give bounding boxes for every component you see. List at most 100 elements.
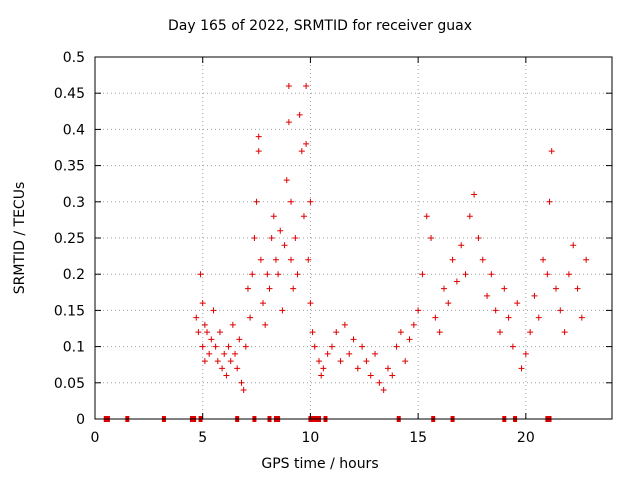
data-point bbox=[251, 235, 258, 241]
y-tick-label: 0.5 bbox=[63, 50, 85, 66]
data-point bbox=[432, 314, 439, 321]
y-tick-label: 0.1 bbox=[63, 340, 85, 356]
data-point bbox=[514, 300, 521, 307]
y-tick-label: 0.25 bbox=[54, 231, 85, 247]
data-point bbox=[552, 285, 559, 292]
y-tick-label: 0.15 bbox=[54, 303, 85, 319]
y-tick-label: 0.45 bbox=[54, 86, 85, 102]
data-point bbox=[570, 242, 577, 249]
data-point bbox=[354, 365, 361, 372]
data-point bbox=[219, 365, 226, 372]
data-point bbox=[518, 365, 525, 372]
data-point bbox=[255, 133, 262, 140]
data-point bbox=[236, 336, 243, 343]
data-point bbox=[288, 198, 295, 205]
data-point bbox=[232, 350, 239, 357]
data-point bbox=[540, 256, 547, 263]
data-point bbox=[423, 213, 430, 220]
data-point bbox=[445, 300, 452, 307]
data-point bbox=[393, 343, 400, 350]
y-tick-label: 0.3 bbox=[63, 195, 85, 211]
data-point bbox=[266, 285, 273, 292]
data-point bbox=[333, 329, 340, 336]
data-point bbox=[527, 329, 534, 336]
data-point bbox=[285, 119, 292, 126]
data-point bbox=[535, 314, 542, 321]
data-point bbox=[227, 358, 234, 365]
data-point bbox=[316, 358, 323, 365]
data-point bbox=[240, 387, 247, 394]
data-point bbox=[277, 227, 284, 234]
data-point bbox=[268, 235, 275, 241]
data-point bbox=[376, 379, 383, 386]
data-point bbox=[380, 387, 387, 394]
data-point bbox=[484, 292, 491, 299]
data-point bbox=[197, 271, 204, 278]
chart-title: Day 165 of 2022, SRMTID for receiver gua… bbox=[167, 18, 473, 34]
data-point bbox=[501, 285, 508, 292]
data-point bbox=[303, 140, 310, 147]
y-tick-label: 0.35 bbox=[54, 159, 85, 175]
plot-frame bbox=[94, 56, 613, 420]
data-point bbox=[242, 343, 249, 350]
x-tick-label: 15 bbox=[409, 430, 427, 446]
data-point bbox=[557, 307, 564, 314]
data-point bbox=[488, 271, 495, 278]
data-point bbox=[531, 292, 538, 299]
data-point bbox=[509, 343, 516, 350]
data-point bbox=[225, 343, 232, 350]
data-point bbox=[255, 148, 262, 155]
data-point bbox=[544, 271, 551, 278]
data-point bbox=[281, 242, 288, 249]
data-point bbox=[234, 365, 241, 372]
data-point bbox=[522, 350, 529, 357]
data-point bbox=[406, 336, 413, 343]
data-point bbox=[270, 213, 277, 220]
data-point bbox=[324, 350, 331, 357]
data-point bbox=[453, 278, 460, 285]
data-point bbox=[216, 329, 223, 336]
data-point bbox=[440, 285, 447, 292]
data-point bbox=[193, 314, 200, 321]
data-point bbox=[296, 111, 303, 118]
data-point bbox=[264, 271, 271, 278]
data-point bbox=[257, 256, 264, 263]
data-point bbox=[372, 350, 379, 357]
data-point bbox=[471, 191, 478, 198]
data-point bbox=[458, 242, 465, 249]
data-point bbox=[546, 198, 553, 205]
data-point bbox=[574, 285, 581, 292]
data-point bbox=[307, 198, 314, 205]
data-point bbox=[320, 365, 327, 372]
x-tick-label: 0 bbox=[91, 430, 100, 446]
data-point bbox=[288, 256, 295, 263]
data-point bbox=[561, 329, 568, 336]
data-point bbox=[419, 271, 426, 278]
data-point bbox=[206, 350, 213, 357]
data-point bbox=[214, 358, 221, 365]
data-point bbox=[449, 256, 456, 263]
data-point bbox=[578, 314, 585, 321]
data-markers bbox=[103, 82, 590, 422]
data-point bbox=[221, 350, 228, 357]
axis-ticks: 0 0.05 0.1 0.15 0.2 0.25 0.3 0.35 0.4 0.45 0.5 0 5 10… bbox=[54, 50, 612, 446]
data-point bbox=[195, 329, 202, 336]
data-point bbox=[346, 350, 353, 357]
data-point bbox=[583, 256, 590, 263]
data-point bbox=[300, 213, 307, 220]
data-point bbox=[505, 314, 512, 321]
data-point bbox=[337, 358, 344, 365]
data-point bbox=[208, 336, 215, 343]
data-point bbox=[238, 379, 245, 386]
data-point bbox=[318, 372, 325, 379]
x-axis-label: GPS time / hours bbox=[261, 456, 379, 472]
data-point bbox=[201, 321, 208, 328]
data-point bbox=[275, 271, 282, 278]
data-point bbox=[253, 198, 260, 205]
data-point bbox=[285, 82, 292, 89]
data-point bbox=[397, 329, 404, 336]
data-point bbox=[466, 213, 473, 220]
data-point bbox=[307, 300, 314, 307]
data-point bbox=[367, 372, 374, 379]
